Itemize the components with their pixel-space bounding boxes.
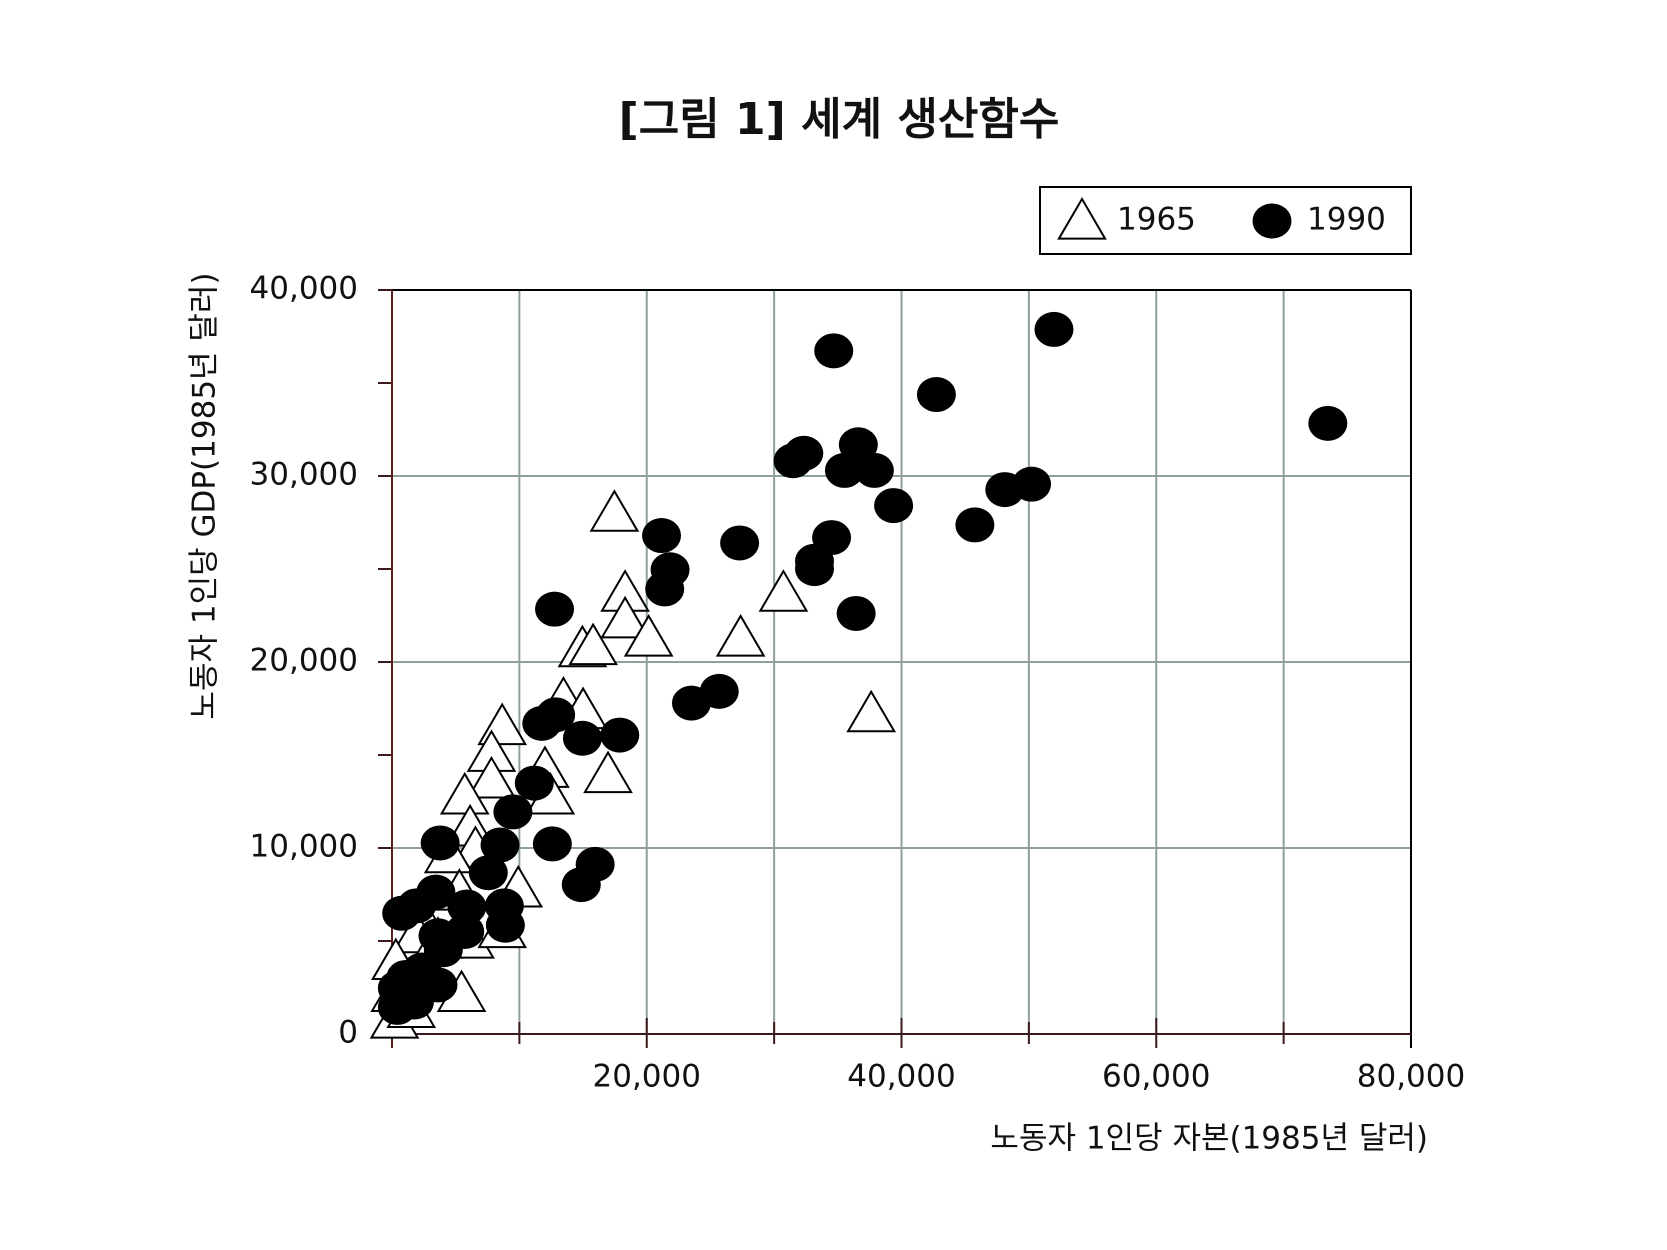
circle-marker (854, 452, 894, 488)
y-axis-label: 노동자 1인당 GDP(1985년 달러) (187, 272, 223, 719)
triangle-marker (568, 622, 618, 666)
chart-title: [그림 1] 세계 생산함수 (619, 94, 1060, 145)
circle-marker (468, 855, 508, 891)
circle-marker (645, 571, 685, 607)
legend-marker (1252, 203, 1292, 239)
x-tick-label: 20,000 (593, 1059, 701, 1095)
legend-box (1039, 186, 1412, 255)
y-tick-label: 30,000 (250, 457, 358, 493)
legend-marker (1057, 197, 1107, 240)
triangle-marker (589, 489, 640, 532)
circle-marker (514, 765, 554, 801)
circle-marker (480, 827, 520, 863)
circle-marker (814, 333, 854, 369)
x-axis-label: 노동자 1인당 자본(1985년 달러) (990, 1121, 1428, 1157)
circle-marker (535, 591, 575, 627)
y-tick-label: 20,000 (250, 643, 358, 679)
triangle-marker (477, 702, 528, 746)
circle-marker (1308, 405, 1348, 441)
circle-marker (377, 989, 417, 1025)
circle-marker (532, 826, 572, 862)
triangle-marker (846, 689, 897, 733)
circle-marker (405, 959, 445, 995)
triangle-marker (466, 755, 517, 799)
circle-marker (642, 518, 682, 554)
circle-marker (874, 488, 914, 524)
triangle-marker (758, 569, 809, 612)
circle-marker (420, 825, 460, 861)
circle-marker (522, 705, 562, 741)
circle-marker (600, 717, 640, 753)
triangle-marker (600, 595, 650, 639)
x-tick-label: 80,000 (1357, 1059, 1465, 1095)
circle-marker (382, 895, 422, 931)
circle-marker (671, 685, 711, 721)
y-tick-label: 10,000 (250, 829, 358, 865)
triangle-marker (715, 614, 766, 657)
y-tick-label: 40,000 (250, 271, 358, 307)
x-tick-label: 40,000 (847, 1059, 955, 1095)
circle-marker (916, 377, 956, 413)
circle-marker (836, 595, 876, 631)
circle-marker (493, 794, 533, 830)
circle-marker (1034, 311, 1074, 347)
circle-marker (562, 720, 602, 756)
legend-label: 1990 (1307, 202, 1386, 238)
circle-marker (561, 867, 601, 903)
legend-label: 1965 (1117, 202, 1196, 238)
x-tick-label: 60,000 (1102, 1059, 1210, 1095)
triangle-marker (623, 614, 674, 657)
circle-marker (795, 551, 835, 587)
circle-marker (1012, 466, 1052, 502)
circle-marker (824, 452, 864, 488)
circle-marker (955, 507, 995, 543)
y-tick-label: 0 (338, 1015, 358, 1051)
circle-marker (773, 443, 813, 479)
triangle-marker (583, 750, 633, 794)
circle-marker (720, 525, 760, 561)
circle-marker (485, 907, 525, 943)
